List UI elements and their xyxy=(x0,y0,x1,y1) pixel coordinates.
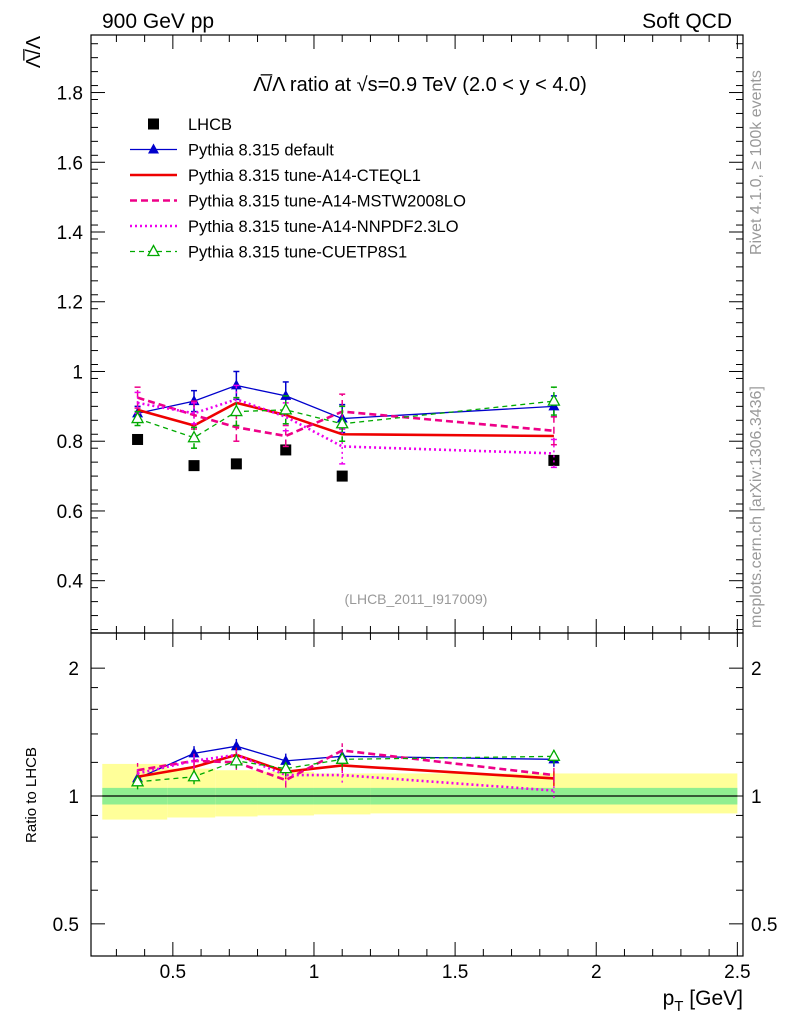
legend-label: Pythia 8.315 tune-A14-CTEQL1 xyxy=(188,167,421,185)
legend-item-mstw: Pythia 8.315 tune-A14-MSTW2008LO xyxy=(130,193,466,211)
side-label-rivet: Rivet 4.1.0, ≥ 100k events xyxy=(748,70,765,255)
ratio-line-cuetp xyxy=(137,755,554,783)
x-tick-label: 2 xyxy=(591,962,602,983)
series-line-mstw xyxy=(137,396,555,438)
header-left: 900 GeV pp xyxy=(102,10,214,33)
legend-marker xyxy=(148,143,159,154)
data-point-cuetp xyxy=(130,411,145,424)
ratio-point-cuetp xyxy=(279,761,293,774)
ratio-series-cuetp xyxy=(130,748,561,790)
ratio-y-tick-label-right: 2 xyxy=(751,659,762,680)
series-line-cuetp xyxy=(137,400,554,439)
ratio-line-default xyxy=(137,745,554,780)
ratio-point-default xyxy=(230,740,242,751)
main-y-tick-label: 1.6 xyxy=(57,153,83,174)
data-point-cuetp xyxy=(187,430,201,443)
data-point-default xyxy=(280,389,292,400)
series-line-default xyxy=(137,384,554,420)
ratio-point-cuetp xyxy=(335,751,349,764)
ratio-point-cuetp xyxy=(130,774,145,787)
ratio-y-tick-label-right: 1 xyxy=(751,787,762,808)
data-point-cuetp xyxy=(229,404,243,417)
legend: LHCB Pythia 8.315 default Pythia 8.315 tun… xyxy=(130,116,466,262)
ratio-line-cteql1 xyxy=(137,753,554,780)
x-tick-label: 1.5 xyxy=(442,962,468,983)
ratio-line-mstw xyxy=(137,749,555,782)
legend-marker xyxy=(146,244,161,257)
ratio-y-tick-label: 2 xyxy=(68,659,79,680)
legend-item-nnpdf: Pythia 8.315 tune-A14-NNPDF2.3LO xyxy=(130,218,459,236)
main-y-tick-label: 0.4 xyxy=(57,572,84,593)
side-label-mcplots: mcplots.cern.ch [arXiv:1306.3436] xyxy=(748,386,765,628)
header-right: Soft QCD xyxy=(642,10,732,33)
ratio-point-cuetp xyxy=(547,748,561,761)
data-point-cuetp xyxy=(547,393,561,406)
series-cuetp xyxy=(130,386,561,449)
ratio-point-default xyxy=(188,747,200,758)
ratio-panel: 0.5 0.5 1 1 2 2 0.5 1 1.5 2 2.5 Ratio to LHCB pT [… xyxy=(23,632,777,1015)
ratio-y-tick-label: 1 xyxy=(68,787,79,808)
ratio-y-tick-label: 0.5 xyxy=(53,915,79,936)
ratio-point-cuetp xyxy=(187,769,201,782)
main-title: Λ̅/Λ ratio at √s=0.9 TeV (2.0 < y < 4.0) xyxy=(253,73,587,96)
main-y-tick-label: 1.4 xyxy=(57,223,84,244)
ratio-line-nnpdf xyxy=(137,753,554,792)
legend-item-cteql1: Pythia 8.315 tune-A14-CTEQL1 xyxy=(130,167,421,185)
x-tick-label: 1 xyxy=(309,962,320,983)
main-y-axis-label: Λ̅/Λ xyxy=(22,35,45,68)
legend-label: LHCB xyxy=(188,116,232,134)
legend-label: Pythia 8.315 tune-A14-MSTW2008LO xyxy=(188,193,466,211)
data-point-lhcb xyxy=(230,458,242,470)
data-point-cuetp xyxy=(279,402,293,415)
main-panel: 0.4 0.6 0.8 1 1.2 1.4 1.6 1.8 Λ̅/Λ ratio at √s=… xyxy=(22,34,744,634)
data-point-cuetp xyxy=(335,416,349,429)
x-axis-label: pT [GeV] xyxy=(663,987,743,1015)
series-line-cteql1 xyxy=(137,401,554,438)
ratio-point-cuetp xyxy=(229,753,243,766)
watermark: (LHCB_2011_I917009) xyxy=(345,591,488,607)
main-y-tick-label: 0.6 xyxy=(57,502,83,523)
main-y-tick-label: 1.2 xyxy=(57,293,83,314)
data-point-lhcb xyxy=(188,460,200,472)
ratio-y-tick-label-right: 0.5 xyxy=(751,915,777,936)
legend-label: Pythia 8.315 tune-CUETP8S1 xyxy=(188,244,407,262)
data-point-default xyxy=(230,379,242,390)
main-y-tick-label: 1 xyxy=(72,362,83,383)
main-y-tick-label: 1.8 xyxy=(57,84,83,105)
data-point-lhcb xyxy=(280,444,292,456)
legend-item-cuetp: Pythia 8.315 tune-CUETP8S1 xyxy=(130,244,407,262)
legend-item-lhcb: LHCB xyxy=(148,116,232,134)
legend-label: Pythia 8.315 default xyxy=(188,142,334,160)
legend-label: Pythia 8.315 tune-A14-NNPDF2.3LO xyxy=(188,218,459,236)
ratio-y-axis-label: Ratio to LHCB xyxy=(23,747,40,843)
data-point-lhcb xyxy=(132,433,144,445)
main-y-tick-label: 0.8 xyxy=(57,432,83,453)
ratio-point-default xyxy=(280,754,292,765)
x-tick-label: 2.5 xyxy=(724,962,750,983)
legend-marker xyxy=(148,118,159,130)
ratio-frame xyxy=(90,632,744,957)
x-tick-label: 0.5 xyxy=(160,962,186,983)
data-point-lhcb xyxy=(336,470,348,482)
legend-item-default: Pythia 8.315 default xyxy=(130,142,334,160)
